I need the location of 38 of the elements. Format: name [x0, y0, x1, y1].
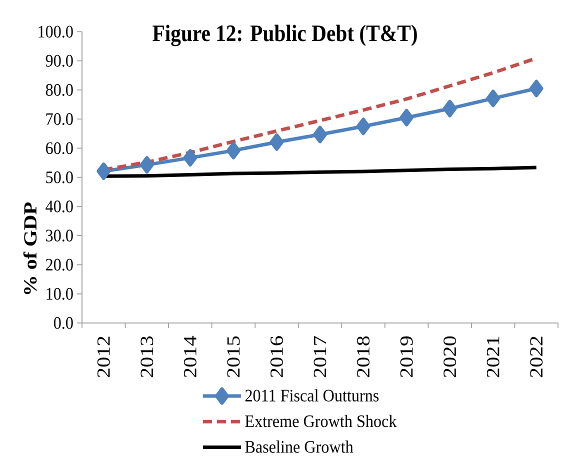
y-tick-label: 0.0: [54, 317, 73, 329]
y-tick-label: 40.0: [46, 200, 73, 212]
y-tick-label: 100.0: [38, 26, 73, 38]
y-axis-title: % of GDP: [23, 202, 37, 294]
legend-label: Baseline Growth: [245, 440, 354, 453]
legend-label: 2011 Fiscal Outturns: [245, 389, 379, 402]
y-tick-label: 70.0: [46, 113, 73, 126]
x-tick-label: 2019: [400, 336, 413, 378]
point: [183, 149, 198, 167]
y-tick-label: 60.0: [46, 142, 73, 154]
y-tick-label: 80.0: [46, 84, 73, 96]
y-tick-label: 10.0: [46, 288, 73, 300]
legend-label: Extreme Growth Shock: [245, 414, 397, 428]
x-tick-label: 2016: [270, 336, 283, 378]
x-tick-label: 2014: [184, 336, 196, 378]
x-tick-label: 2022: [530, 336, 543, 378]
point: [529, 80, 544, 98]
point: [442, 100, 457, 118]
y-tick-label: 50.0: [46, 171, 73, 184]
x-tick-label: 2012: [97, 336, 110, 378]
x-tick-label: 2021: [486, 336, 500, 378]
chart-title: Figure 12: Public Debt (T&T): [152, 24, 417, 46]
point: [356, 118, 370, 136]
y-tick-label: 20.0: [46, 258, 73, 271]
x-tick-label: 2013: [140, 336, 154, 378]
point: [313, 126, 328, 144]
x-tick-label: 2015: [227, 336, 240, 378]
y-tick-label: 30.0: [46, 230, 73, 242]
y-tick-label: 90.0: [46, 54, 73, 67]
point: [140, 156, 154, 174]
point: [270, 133, 284, 151]
x-tick-label: 2018: [357, 336, 370, 378]
x-tick-label: 2020: [444, 336, 456, 378]
point: [486, 90, 500, 108]
point: [400, 108, 414, 126]
point: [96, 162, 111, 180]
x-tick-label: 2017: [314, 336, 326, 378]
point: [226, 142, 240, 160]
